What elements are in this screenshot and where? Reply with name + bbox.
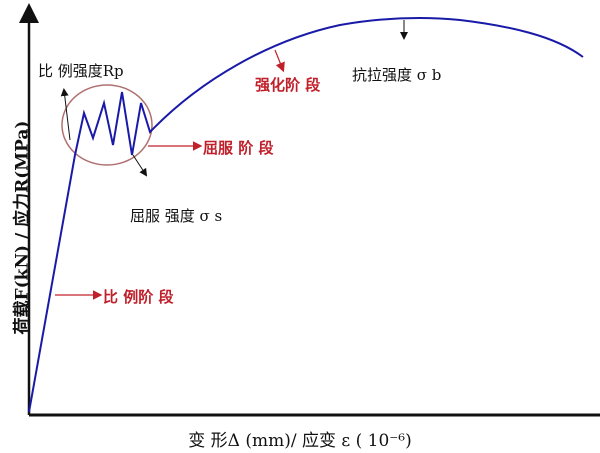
yield-strength-arrow	[132, 154, 148, 177]
hardening-stage-label: 强化阶 段	[255, 76, 321, 94]
yield-stage-label: 屈服 阶 段	[203, 139, 274, 157]
x-axis-label: 变 形Δ (mm)/ 应变 ε ( 10⁻⁶)	[188, 431, 412, 451]
proportional-strength-label: 比 例强度Rp	[38, 62, 124, 80]
hardening-stage-arrow	[274, 49, 285, 73]
tensile-strength-label: 抗拉强度 σ b	[352, 66, 442, 84]
rp-arrow	[60, 88, 71, 141]
y-axis-label: 荷载F(kN) / 应力R(MPa)	[12, 120, 33, 335]
yield-region-ellipse	[61, 84, 153, 166]
yield-strength-label: 屈服 强度 σ s	[130, 207, 223, 225]
stress-strain-curve	[28, 16, 584, 413]
proportional-stage-label: 比 例阶 段	[103, 288, 174, 306]
